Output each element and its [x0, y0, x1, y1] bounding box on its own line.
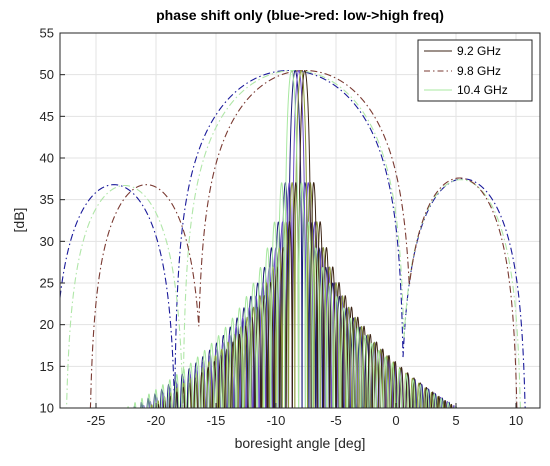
x-tick-label: -5: [330, 413, 342, 428]
legend-label-9-8ghz: 9.8 GHz: [457, 64, 501, 78]
x-tick-label: -15: [207, 413, 226, 428]
y-axis-label: [dB]: [11, 208, 27, 233]
y-tick-label: 50: [40, 67, 54, 82]
x-tick-label: -20: [147, 413, 166, 428]
envelope-curve: [60, 69, 540, 409]
legend-label-10-4ghz: 10.4 GHz: [457, 83, 508, 97]
x-ticks: -25 -20 -15 -10 -5 0 5 10: [87, 403, 523, 428]
legend-box: [417, 39, 533, 102]
envelope-curve: [59, 69, 540, 409]
legend: 9.2 GHz 9.8 GHz 10.4 GHz: [417, 39, 533, 102]
y-tick-label: 10: [40, 401, 54, 416]
y-tick-label: 25: [40, 276, 54, 291]
plot-frame: [59, 32, 541, 409]
y-tick-label: 20: [40, 317, 54, 332]
envelope-curve: [60, 69, 540, 409]
y-tick-label: 45: [40, 109, 54, 124]
x-axis-label: boresight angle [deg]: [235, 435, 366, 451]
y-ticks: 10 15 20 25 30 35 40 45 50 55: [40, 26, 65, 416]
x-tick-label: 5: [452, 413, 459, 428]
chart-title: phase shift only (blue->red: low->high f…: [156, 7, 444, 23]
y-tick-label: 30: [40, 234, 54, 249]
y-tick-label: 40: [40, 151, 54, 166]
x-tick-label: 10: [509, 413, 523, 428]
x-tick-label: -10: [267, 413, 286, 428]
x-tick-label: 0: [392, 413, 399, 428]
legend-label-9-2ghz: 9.2 GHz: [457, 44, 501, 58]
x-tick-label: -25: [87, 413, 106, 428]
y-tick-label: 35: [40, 192, 54, 207]
y-tick-label: 55: [40, 26, 54, 41]
y-tick-label: 15: [40, 359, 54, 374]
